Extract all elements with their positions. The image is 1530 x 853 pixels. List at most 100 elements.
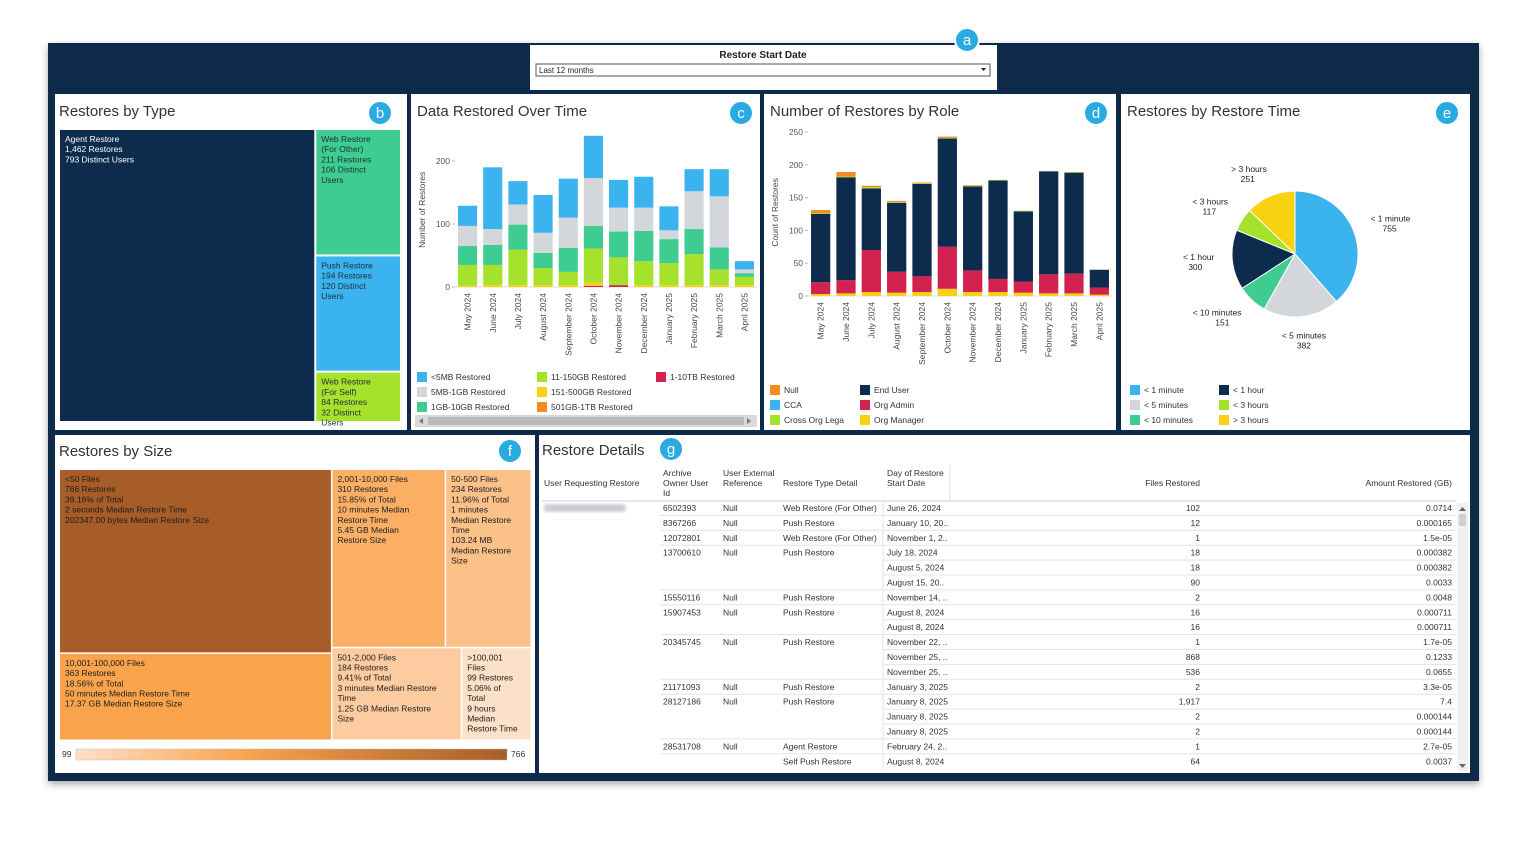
table-cell: 6502393 xyxy=(663,503,696,513)
bar-segment xyxy=(458,285,478,287)
bar-segment xyxy=(887,202,907,203)
x-tick-label: March 2025 xyxy=(714,293,724,338)
column-header: Day of Restore Start Date xyxy=(887,468,946,488)
table-cell: 21171093 xyxy=(663,682,700,692)
badge xyxy=(658,436,684,462)
x-tick-label: September 2024 xyxy=(917,302,927,365)
redacted-user xyxy=(544,504,626,512)
pie-label: < 5 minutes xyxy=(1282,331,1326,341)
bar-segment xyxy=(709,269,729,286)
bar-segment xyxy=(811,213,831,214)
bar-segment xyxy=(1089,294,1109,296)
bar-segment xyxy=(709,196,729,248)
pie-slice xyxy=(1248,190,1296,256)
panel-title: Number of Restores by Role xyxy=(770,103,959,120)
bar-segment xyxy=(659,230,679,240)
badge-letter: d xyxy=(1092,105,1100,122)
bar-segment xyxy=(887,271,907,293)
bar-segment xyxy=(1089,269,1109,288)
pie-value: 755 xyxy=(1382,224,1396,234)
bar-segment xyxy=(861,292,881,296)
legend-label: 151-500GB Restored xyxy=(551,387,632,397)
badge xyxy=(954,27,980,53)
filter-value[interactable]: Last 12 months xyxy=(539,66,594,75)
bar-segment xyxy=(533,232,553,253)
scrollbar[interactable] xyxy=(1457,503,1468,771)
table-cell: 0.000165 xyxy=(1417,518,1453,528)
table-cell: 15550116 xyxy=(663,592,700,602)
bar-segment xyxy=(583,282,603,286)
cell-label: 106 Distinct Users xyxy=(321,165,368,185)
table-cell: Agent Restore xyxy=(783,741,838,751)
bar-segment xyxy=(558,217,578,248)
bar-segment xyxy=(963,270,983,293)
pie-slice xyxy=(1263,253,1338,318)
filter-dropdown[interactable] xyxy=(535,63,991,77)
table-cell: January 8, 2025 xyxy=(887,697,948,707)
dropdown-arrow[interactable] xyxy=(981,68,986,71)
table-cell: Null xyxy=(723,592,738,602)
cell-label: 50 minutes Median Restore Time xyxy=(65,688,190,698)
table-cell: 2 xyxy=(1195,712,1200,722)
cell-label: 99 Restores xyxy=(467,673,513,683)
bar-segment xyxy=(912,183,932,184)
x-tick-label: March 2025 xyxy=(1069,302,1079,347)
table-cell: 2 xyxy=(1195,727,1200,737)
table-cell: 18 xyxy=(1191,548,1201,558)
table-cell: Null xyxy=(723,697,738,707)
legend-swatch xyxy=(1130,415,1140,425)
cell-label: 234 Restores xyxy=(451,484,502,494)
bar-segment xyxy=(483,264,503,286)
cell-label: 2 seconds Median Restore Time xyxy=(65,505,187,515)
bar-segment xyxy=(937,136,957,138)
bar-segment xyxy=(458,264,478,286)
bar-segment xyxy=(734,269,754,274)
table-cell: 28531708 xyxy=(663,741,701,751)
legend-swatch xyxy=(860,400,870,410)
table-cell: 0.0037 xyxy=(1426,756,1452,766)
legend-label: Org Admin xyxy=(874,400,914,410)
bar-segment xyxy=(634,207,654,231)
bar-segment xyxy=(659,263,679,286)
legend-swatch xyxy=(417,402,427,412)
bar-segment xyxy=(1039,293,1059,296)
pie-label: < 10 minutes xyxy=(1193,307,1242,317)
bar-segment xyxy=(634,176,654,208)
pie-value: 117 xyxy=(1203,207,1217,217)
table-cell: August 15, 20.. xyxy=(887,578,944,588)
bar-segment xyxy=(1064,172,1084,274)
table-cell: 0.000711 xyxy=(1417,607,1452,617)
table-cell: 16 xyxy=(1191,622,1201,632)
panel-title: Restores by Size xyxy=(59,443,172,460)
bar-segment xyxy=(937,137,957,139)
table-cell: Web Restore (For Other) xyxy=(783,533,877,543)
table-cell: 12072801 xyxy=(663,533,701,543)
table-cell: August 8, 2024 xyxy=(887,607,944,617)
scrollbar-thumb[interactable] xyxy=(1459,514,1466,526)
table-cell: Null xyxy=(723,533,738,543)
cell-label: 211 Restores xyxy=(321,154,371,164)
y-axis-title: Count of Restores xyxy=(770,178,780,247)
bar-segment xyxy=(734,261,754,270)
table-cell: 1,917 xyxy=(1179,697,1201,707)
bar-segment xyxy=(836,177,856,281)
bar-segment xyxy=(1013,281,1033,293)
y-tick-label: 100 xyxy=(436,219,450,229)
cell-label: 5.45 GB Median Restore Size xyxy=(337,525,401,545)
table-cell: Null xyxy=(723,637,738,647)
scrollbar-thumb[interactable] xyxy=(428,417,744,425)
table-cell: Null xyxy=(723,682,738,692)
bar-segment xyxy=(1089,287,1109,295)
table-cell: Push Restore xyxy=(783,548,835,558)
cell-label: 32 Distinct Users xyxy=(321,407,363,427)
bar-segment xyxy=(558,247,578,272)
table-cell: Null xyxy=(723,548,738,558)
table-cell: November 14, .. xyxy=(887,592,947,602)
cell-label: Web Restore (For Self) xyxy=(321,377,373,397)
bar-segment xyxy=(508,181,528,205)
bar-segment xyxy=(963,292,983,296)
table-cell: 0.000382 xyxy=(1417,548,1453,558)
table-cell: 2 xyxy=(1195,592,1200,602)
bar-segment xyxy=(887,292,907,296)
badge xyxy=(497,438,523,464)
